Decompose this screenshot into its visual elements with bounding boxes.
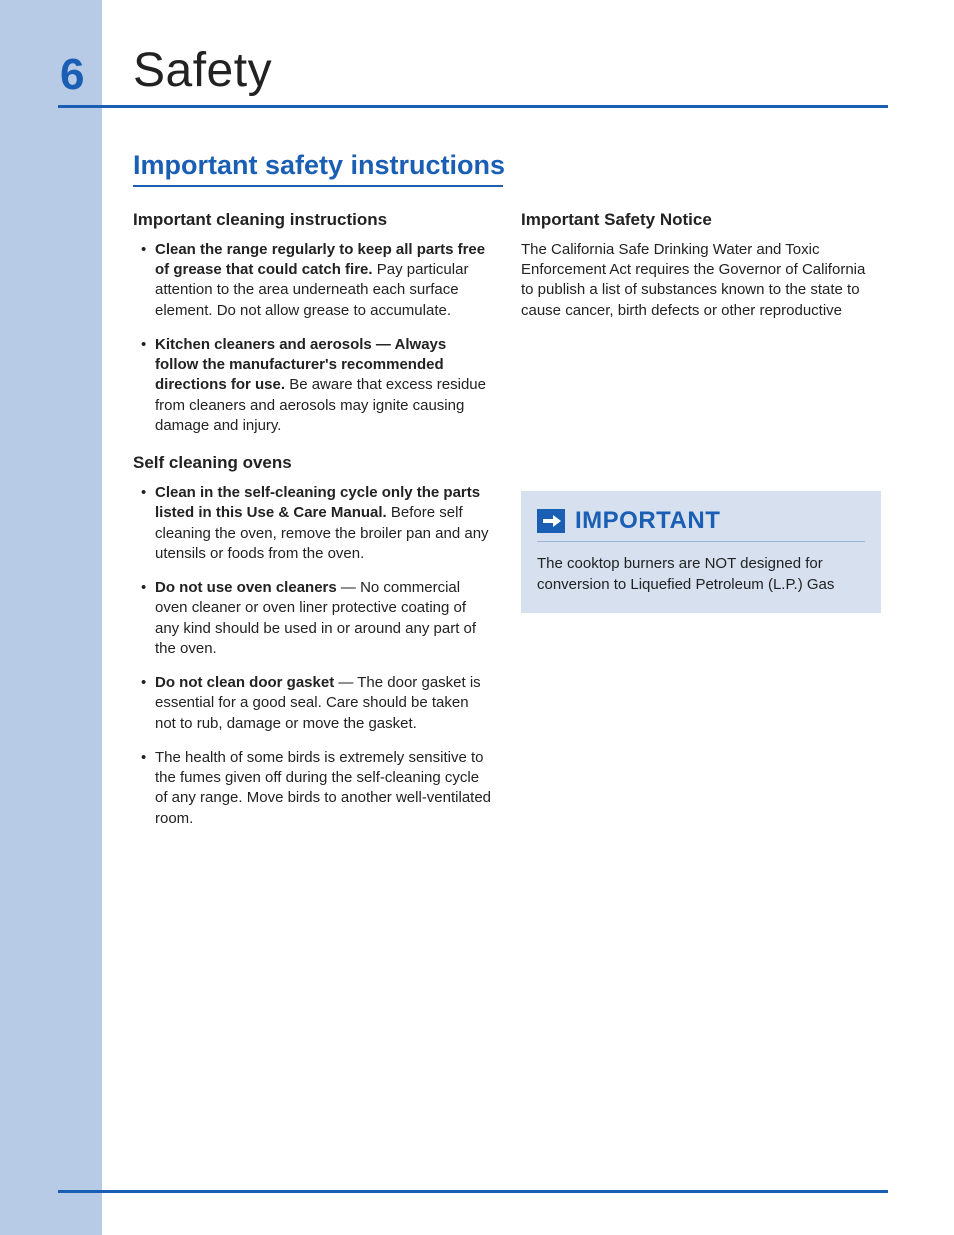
notice-body: The cooktop burners are NOT designed for… [537, 554, 865, 595]
bullet-list-cleaning: Clean the range regularly to keep all pa… [133, 240, 493, 436]
important-notice-box: IMPORTANT The cooktop burners are NOT de… [521, 491, 881, 613]
page-sidebar [0, 0, 102, 1235]
chapter-title: Safety [133, 43, 272, 98]
list-item: Do not use oven cleaners — No commercial… [133, 578, 493, 659]
section-heading: Important safety instructions [133, 150, 888, 181]
subheading-cleaning: Important cleaning instructions [133, 209, 493, 232]
right-column: Important Safety Notice The California S… [521, 209, 881, 845]
bullet-bold: Do not use oven cleaners [155, 579, 337, 596]
arrow-right-icon [537, 509, 565, 533]
page-number: 6 [60, 50, 84, 100]
list-item: Kitchen cleaners and aerosols — Always f… [133, 335, 493, 436]
bullet-list-selfclean: Clean in the self-cleaning cycle only th… [133, 483, 493, 829]
columns: Important cleaning instructions Clean th… [133, 209, 888, 845]
safety-notice-body: The California Safe Drinking Water and T… [521, 240, 881, 321]
list-item: The health of some birds is extremely se… [133, 748, 493, 829]
footer-rule [58, 1190, 888, 1193]
title-rule [58, 105, 888, 108]
list-item: Clean the range regularly to keep all pa… [133, 240, 493, 321]
content-area: Important safety instructions Important … [133, 150, 888, 845]
section-underline [133, 185, 503, 187]
list-item: Clean in the self-cleaning cycle only th… [133, 483, 493, 564]
notice-rule [537, 541, 865, 542]
left-column: Important cleaning instructions Clean th… [133, 209, 493, 845]
subheading-safety-notice: Important Safety Notice [521, 209, 881, 232]
bullet-bold: Do not clean door gasket [155, 674, 334, 691]
list-item: Do not clean door gasket — The door gask… [133, 673, 493, 734]
bullet-text: The health of some birds is extremely se… [155, 749, 491, 827]
subheading-selfclean: Self cleaning ovens [133, 452, 493, 475]
notice-title: IMPORTANT [575, 505, 720, 537]
notice-header: IMPORTANT [537, 505, 865, 537]
